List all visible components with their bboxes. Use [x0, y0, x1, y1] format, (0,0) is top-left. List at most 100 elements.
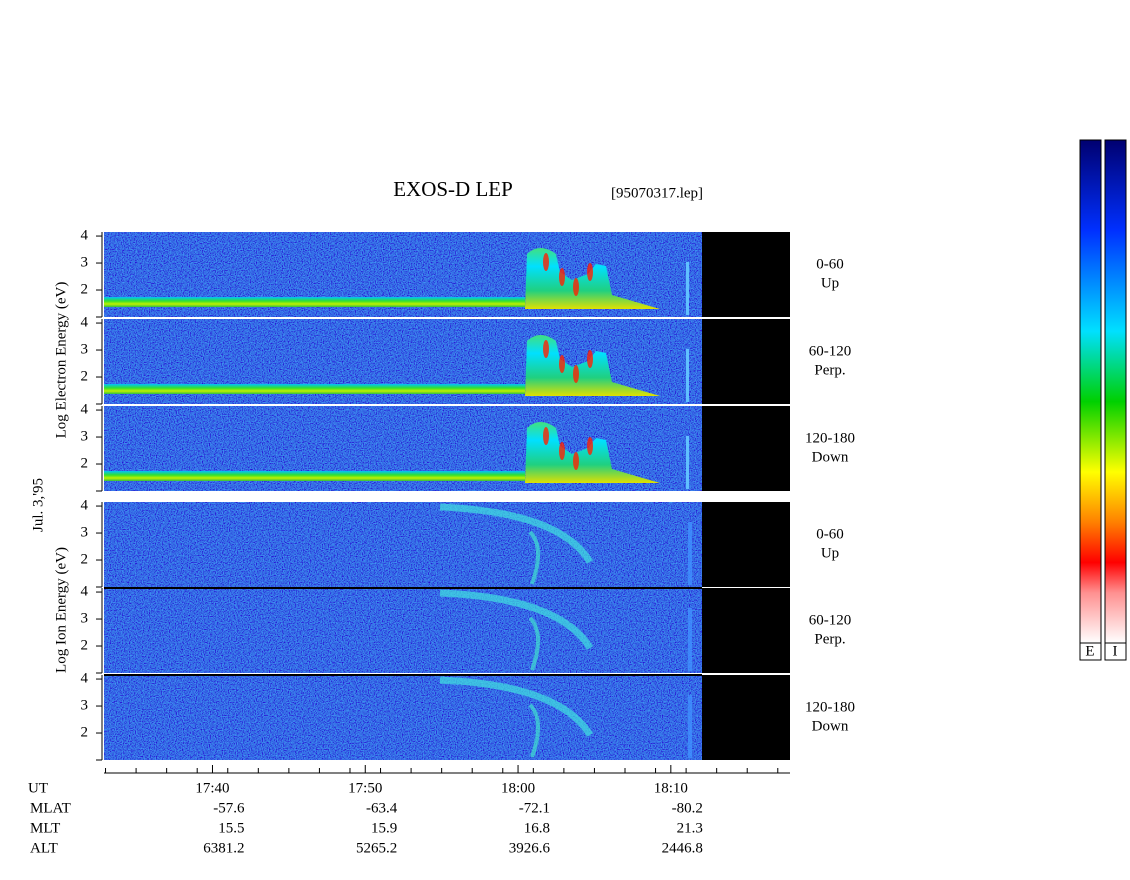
no-data — [702, 588, 790, 673]
electron-burst-peak — [587, 350, 593, 368]
pitch-direction: Up — [821, 275, 839, 291]
orbit-label: MLT — [30, 820, 60, 836]
pitch-angle: 60-120 — [809, 612, 852, 628]
colorbar-label-box — [1079, 642, 1102, 661]
ion-arc — [439, 589, 593, 650]
pitch-direction: Perp. — [814, 631, 845, 647]
electron-burst-peak — [573, 365, 579, 383]
electron-burst-peak — [559, 268, 565, 286]
pitch-angle: 60-120 — [809, 343, 852, 359]
spectrogram-noise — [104, 588, 702, 673]
y-tick-label: 4 — [81, 227, 89, 243]
electron-trace — [686, 436, 689, 489]
y-tick-label: 2 — [81, 455, 89, 471]
electron-axis-label: Log Electron Energy (eV) — [53, 282, 69, 439]
ion-trace — [688, 608, 692, 671]
orbit-value: -63.4 — [366, 800, 398, 816]
colorbar-label: I — [1113, 643, 1118, 659]
x-tick-label: 17:50 — [348, 780, 382, 796]
orbit-label: MLAT — [30, 800, 71, 816]
pitch-direction: Down — [812, 718, 849, 734]
orbit-value: 15.5 — [218, 820, 244, 836]
colorbar — [1079, 139, 1102, 644]
y-tick-label: 2 — [81, 281, 89, 297]
spectrogram-noise — [104, 502, 702, 587]
no-data — [702, 502, 790, 587]
pitch-direction: Perp. — [814, 362, 845, 378]
date: Jul. 3,'95 — [30, 478, 46, 532]
y-tick-label: 3 — [81, 524, 89, 540]
y-tick-label: 3 — [81, 254, 89, 270]
orbit-value: -80.2 — [672, 800, 703, 816]
y-tick-label: 4 — [81, 401, 89, 417]
ion-axis-label: Log Ion Energy (eV) — [53, 547, 69, 673]
orbit-label: ALT — [30, 840, 58, 856]
no-data — [702, 319, 790, 404]
electron-burst-peak — [543, 340, 549, 358]
x-tick-label: 18:00 — [501, 780, 535, 796]
spectrogram-noise — [104, 675, 702, 760]
pitch-angle: 0-60 — [816, 526, 844, 542]
y-tick-label: 4 — [81, 497, 89, 513]
y-tick-label: 2 — [81, 637, 89, 653]
orbit-value: -72.1 — [519, 800, 550, 816]
y-tick-label: 4 — [81, 314, 89, 330]
no-data — [702, 232, 790, 317]
y-tick-label: 4 — [81, 583, 89, 599]
y-tick-label: 3 — [81, 697, 89, 713]
ion-arc — [439, 503, 593, 564]
ion-trace — [688, 695, 692, 758]
electron-burst — [525, 335, 660, 396]
colorbar-label: E — [1085, 643, 1094, 659]
orbit-value: 6381.2 — [203, 840, 244, 856]
no-data — [702, 675, 790, 760]
orbit-value: -57.6 — [213, 800, 245, 816]
pitch-direction: Up — [821, 545, 839, 561]
electron-burst-peak — [559, 355, 565, 373]
no-data — [702, 406, 790, 491]
orbit-value: 15.9 — [371, 820, 397, 836]
electron-burst-peak — [573, 278, 579, 296]
colorbar-label-box — [1104, 642, 1127, 661]
electron-burst-peak — [543, 253, 549, 271]
electron-burst — [525, 248, 660, 309]
orbit-value: 16.8 — [524, 820, 550, 836]
title: EXOS-D LEP — [393, 177, 513, 201]
pitch-angle: 120-180 — [805, 699, 855, 715]
colorbar — [1104, 139, 1127, 644]
electron-trace — [686, 349, 689, 402]
x-tick-label: 17:40 — [195, 780, 229, 796]
file-name: [95070317.lep] — [611, 185, 703, 201]
y-tick-label: 2 — [81, 368, 89, 384]
electron-burst-peak — [573, 452, 579, 470]
ion-arc — [528, 530, 540, 585]
orbit-value: 3926.6 — [509, 840, 551, 856]
electron-trace — [686, 262, 689, 315]
x-tick-label: 18:10 — [654, 780, 688, 796]
electron-burst-peak — [543, 427, 549, 445]
y-tick-label: 3 — [81, 610, 89, 626]
y-tick-label: 2 — [81, 551, 89, 567]
pitch-direction: Down — [812, 449, 849, 465]
ion-arc — [439, 676, 593, 737]
electron-burst-peak — [587, 263, 593, 281]
electron-band — [104, 384, 525, 394]
electron-band — [104, 297, 525, 307]
y-tick-label: 4 — [81, 670, 89, 686]
ion-arc — [528, 616, 540, 671]
orbit-value: 5265.2 — [356, 840, 397, 856]
pitch-angle: 120-180 — [805, 430, 855, 446]
ion-trace — [688, 522, 692, 585]
y-tick-label: 3 — [81, 428, 89, 444]
y-tick-label: 2 — [81, 724, 89, 740]
pitch-angle: 0-60 — [816, 256, 844, 272]
electron-burst — [525, 422, 660, 483]
electron-burst-peak — [587, 437, 593, 455]
orbit-value: 21.3 — [677, 820, 703, 836]
electron-band — [104, 471, 525, 481]
orbit-value: 2446.8 — [662, 840, 703, 856]
electron-burst-peak — [559, 442, 565, 460]
y-tick-label: 3 — [81, 341, 89, 357]
ion-arc — [528, 703, 540, 758]
